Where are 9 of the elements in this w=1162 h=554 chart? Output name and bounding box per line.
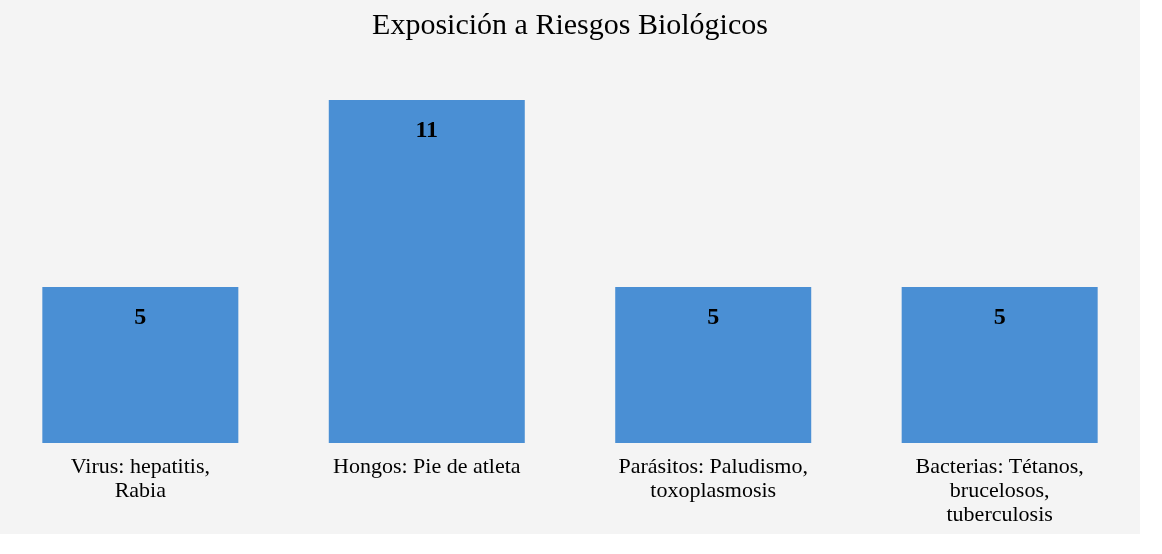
data-label: 11: [415, 116, 439, 142]
x-tick-label: Virus: hepatitis, Rabia: [70, 452, 210, 502]
data-label: 5: [707, 303, 720, 330]
x-tick-label: Bacterias: Tétanos, brucelosos, tuberculosis: [915, 452, 1084, 526]
data-label: 5: [134, 303, 147, 330]
chart-title: Exposición a Riesgos Biológicos: [372, 7, 768, 40]
x-tick-label: Parásitos: Paludismo, toxoplasmosis: [618, 452, 808, 502]
data-label: 5: [993, 303, 1006, 330]
x-tick-label: Hongos: Pie de atleta: [332, 452, 521, 478]
